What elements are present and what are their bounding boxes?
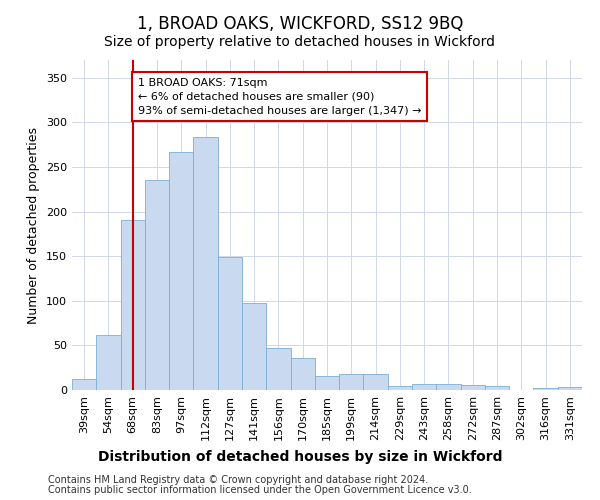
Text: Distribution of detached houses by size in Wickford: Distribution of detached houses by size … <box>98 450 502 464</box>
Bar <box>339 374 364 390</box>
Text: Contains HM Land Registry data © Crown copyright and database right 2024.: Contains HM Land Registry data © Crown c… <box>48 475 428 485</box>
Bar <box>266 348 290 390</box>
Bar <box>145 180 169 390</box>
Text: Size of property relative to detached houses in Wickford: Size of property relative to detached ho… <box>104 35 496 49</box>
Bar <box>96 334 121 390</box>
Bar <box>72 380 96 390</box>
Bar <box>193 136 218 390</box>
Bar <box>218 257 242 390</box>
Bar <box>533 388 558 390</box>
Bar <box>364 374 388 390</box>
Y-axis label: Number of detached properties: Number of detached properties <box>28 126 40 324</box>
Bar <box>290 358 315 390</box>
Bar <box>315 376 339 390</box>
Bar <box>242 304 266 390</box>
Bar <box>558 388 582 390</box>
Text: 1 BROAD OAKS: 71sqm
← 6% of detached houses are smaller (90)
93% of semi-detache: 1 BROAD OAKS: 71sqm ← 6% of detached hou… <box>137 78 421 116</box>
Text: 1, BROAD OAKS, WICKFORD, SS12 9BQ: 1, BROAD OAKS, WICKFORD, SS12 9BQ <box>137 15 463 33</box>
Bar <box>485 386 509 390</box>
Text: Contains public sector information licensed under the Open Government Licence v3: Contains public sector information licen… <box>48 485 472 495</box>
Bar <box>388 386 412 390</box>
Bar <box>412 384 436 390</box>
Bar <box>169 152 193 390</box>
Bar <box>436 384 461 390</box>
Bar <box>461 384 485 390</box>
Bar <box>121 220 145 390</box>
